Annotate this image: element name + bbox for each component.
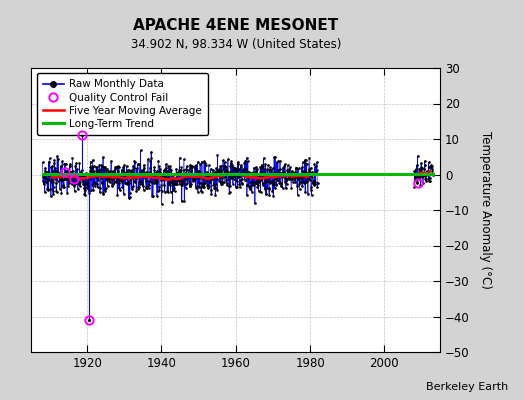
Text: APACHE 4ENE MESONET: APACHE 4ENE MESONET xyxy=(133,18,339,33)
Text: 34.902 N, 98.334 W (United States): 34.902 N, 98.334 W (United States) xyxy=(130,38,341,51)
Y-axis label: Temperature Anomaly (°C): Temperature Anomaly (°C) xyxy=(479,131,492,289)
Legend: Raw Monthly Data, Quality Control Fail, Five Year Moving Average, Long-Term Tren: Raw Monthly Data, Quality Control Fail, … xyxy=(37,73,208,135)
Text: Berkeley Earth: Berkeley Earth xyxy=(426,382,508,392)
